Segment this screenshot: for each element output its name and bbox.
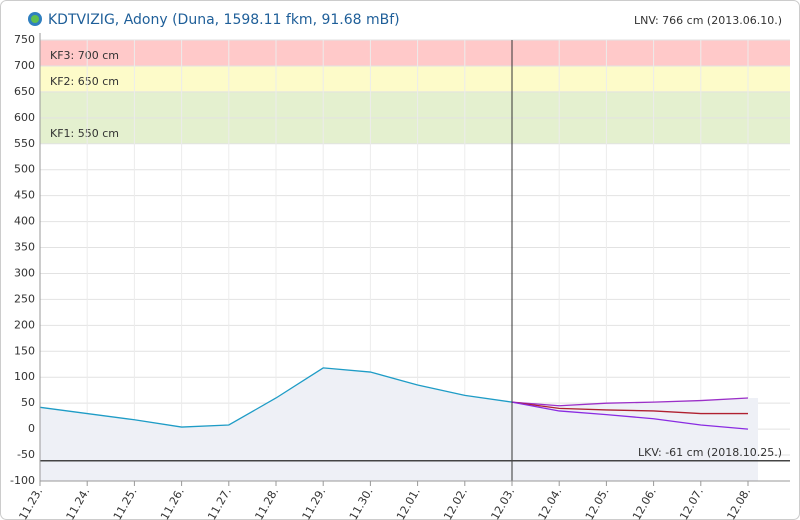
subtitle: LNV: 766 cm (2013.06.10.) — [634, 14, 782, 27]
y-tick-label: 700 — [14, 59, 35, 72]
threshold-band — [40, 65, 790, 92]
y-tick-label: 100 — [14, 370, 35, 383]
area — [40, 367, 512, 481]
lkv-label: LKV: -61 cm (2018.10.25.) — [638, 446, 782, 459]
y-tick-label: 450 — [14, 189, 35, 202]
series-line — [511, 397, 749, 407]
y-tick-label: 150 — [14, 344, 35, 357]
y-tick-label: 500 — [14, 163, 35, 176]
band-label: KF3: 700 cm — [50, 49, 119, 62]
y-tick-label: -100 — [10, 474, 35, 487]
series-line — [39, 367, 513, 428]
y-tick-label: -50 — [17, 448, 35, 461]
series-line — [511, 401, 748, 415]
y-tick-label: 300 — [14, 266, 35, 279]
y-tick-label: 600 — [14, 111, 35, 124]
y-tick-label: 250 — [14, 292, 35, 305]
series-line — [511, 401, 749, 430]
y-tick-label: 350 — [14, 241, 35, 254]
band-label: KF2: 650 cm — [50, 75, 119, 88]
y-tick-label: 750 — [14, 33, 35, 46]
y-tick-label: 200 — [14, 318, 35, 331]
threshold-band — [40, 40, 790, 66]
logo-inner — [31, 15, 39, 23]
chart-title: KDTVIZIG, Adony (Duna, 1598.11 fkm, 91.6… — [48, 12, 400, 28]
y-tick-label: 550 — [14, 137, 35, 150]
band-label: KF1: 550 cm — [50, 127, 119, 140]
y-tick-label: 0 — [28, 422, 35, 435]
y-tick-label: 650 — [14, 85, 35, 98]
y-tick-label: 400 — [14, 215, 35, 228]
y-tick-label: 50 — [21, 396, 35, 409]
